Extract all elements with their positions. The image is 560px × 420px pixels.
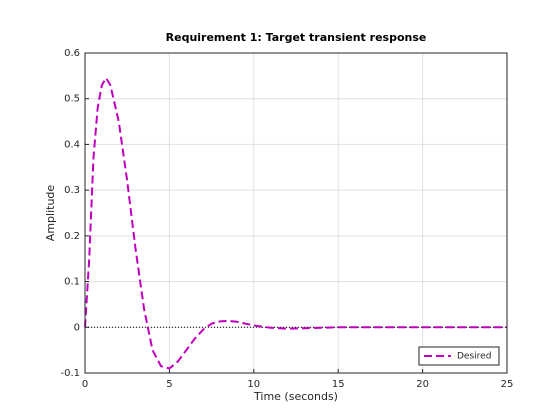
x-tick-label: 10 [247, 379, 260, 390]
y-tick-label: 0 [74, 322, 80, 333]
legend: Desired [418, 346, 500, 366]
y-tick-label: -0.1 [60, 368, 80, 379]
x-tick-label: 25 [501, 379, 514, 390]
plot-frame [84, 52, 508, 374]
x-tick-label: 0 [82, 379, 88, 390]
data-line [84, 76, 507, 370]
legend-label: Desired [457, 352, 491, 362]
y-tick-label: 0.4 [64, 139, 80, 150]
x-tick-label: 20 [416, 379, 429, 390]
y-axis-label: Amplitude [44, 185, 57, 242]
x-tick-label: 15 [332, 379, 345, 390]
y-tick-label: 0.6 [64, 48, 80, 59]
x-tick-label: 5 [166, 379, 172, 390]
y-tick-label: 0.2 [64, 231, 80, 242]
legend-box [418, 346, 500, 366]
y-tick-label: 0.5 [64, 94, 80, 105]
y-tick-label: 0.1 [64, 277, 80, 288]
chart-title: Requirement 1: Target transient response [166, 31, 427, 44]
x-axis-label: Time (seconds) [253, 390, 338, 403]
y-tick-label: 0.3 [64, 185, 80, 196]
